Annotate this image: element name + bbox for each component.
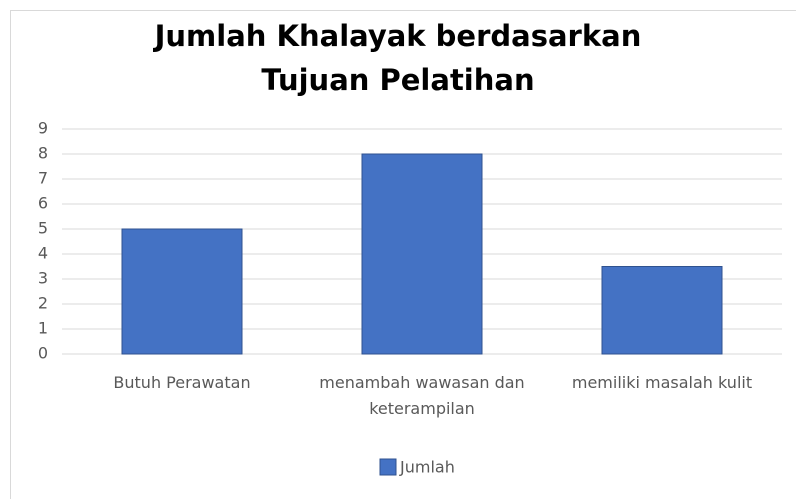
y-tick-label: 5 bbox=[38, 219, 48, 238]
x-tick-label: Butuh Perawatan bbox=[113, 373, 251, 392]
legend-swatch bbox=[379, 458, 397, 476]
y-tick-label: 4 bbox=[38, 244, 48, 263]
legend-label: Jumlah bbox=[399, 458, 455, 477]
bar bbox=[121, 228, 243, 355]
bar bbox=[361, 153, 483, 355]
y-tick-label: 6 bbox=[38, 194, 48, 213]
chart-title: Jumlah Khalayak berdasarkan Tujuan Pelat… bbox=[154, 19, 642, 97]
y-tick-label: 9 bbox=[38, 119, 48, 138]
x-tick-label: memiliki masalah kulit bbox=[571, 373, 753, 392]
bar bbox=[601, 266, 723, 355]
x-tick-label: menambah wawasan dan keterampilan bbox=[319, 373, 525, 418]
y-tick-label: 0 bbox=[38, 344, 48, 363]
y-tick-label: 2 bbox=[38, 294, 48, 313]
chart-border bbox=[10, 10, 796, 499]
y-tick-label: 7 bbox=[38, 169, 48, 188]
y-tick-label: 1 bbox=[38, 319, 48, 338]
y-tick-label: 3 bbox=[38, 269, 48, 288]
y-tick-label: 8 bbox=[38, 144, 48, 163]
